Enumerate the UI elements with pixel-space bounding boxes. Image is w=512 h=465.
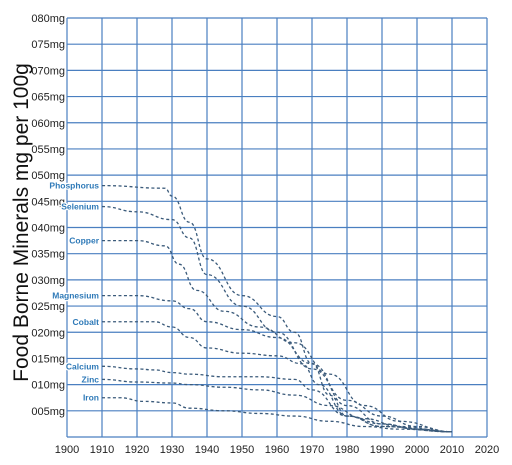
series-line — [102, 397, 453, 433]
x-tick-label: 2010 — [440, 444, 464, 456]
x-tick-label: 1940 — [195, 444, 219, 456]
x-tick-label: 1930 — [160, 444, 184, 456]
y-tick-label: 010mg — [31, 380, 65, 392]
y-tick-label: 025mg — [31, 301, 65, 313]
series-label: Phosphorus — [49, 181, 99, 191]
x-tick-label: 1950 — [230, 444, 254, 456]
y-tick-label: 070mg — [31, 65, 65, 77]
x-tick-label: 1900 — [55, 444, 79, 456]
series-line — [101, 365, 453, 433]
x-tick-label: 2000 — [405, 444, 429, 456]
y-tick-label: 015mg — [31, 353, 65, 365]
series-line — [101, 184, 453, 433]
y-tick-label: 060mg — [31, 118, 65, 130]
y-tick-label: 030mg — [31, 275, 65, 287]
series-line — [101, 294, 453, 433]
y-tick-label: 035mg — [31, 249, 65, 261]
series-label: Calcium — [66, 361, 100, 371]
series-label: Copper — [69, 236, 99, 246]
series-line — [101, 239, 453, 433]
y-tick-label: 050mg — [31, 170, 65, 182]
y-tick-label: 040mg — [31, 223, 65, 235]
series-label: Selenium — [61, 202, 99, 212]
x-tick-label: 1990 — [370, 444, 394, 456]
x-tick-label: 2020 — [475, 444, 499, 456]
y-tick-label: 080mg — [31, 13, 65, 25]
x-tick-label: 1910 — [90, 444, 114, 456]
y-tick-label: 020mg — [31, 327, 65, 339]
x-tick-label: 1960 — [265, 444, 289, 456]
series-label: Magnesium — [52, 291, 99, 301]
y-tick-label: 065mg — [31, 92, 65, 104]
x-tick-label: 1980 — [335, 444, 359, 456]
x-tick-label: 1970 — [300, 444, 324, 456]
y-tick-label: 005mg — [31, 406, 65, 418]
series-label: Iron — [83, 393, 99, 403]
series-label: Cobalt — [73, 317, 100, 327]
series-label: Zinc — [82, 374, 100, 384]
y-tick-label: 045mg — [31, 196, 65, 208]
series-line — [101, 205, 453, 433]
y-tick-label: 055mg — [31, 144, 65, 156]
y-tick-label: 075mg — [31, 39, 65, 51]
x-tick-label: 1920 — [125, 444, 149, 456]
